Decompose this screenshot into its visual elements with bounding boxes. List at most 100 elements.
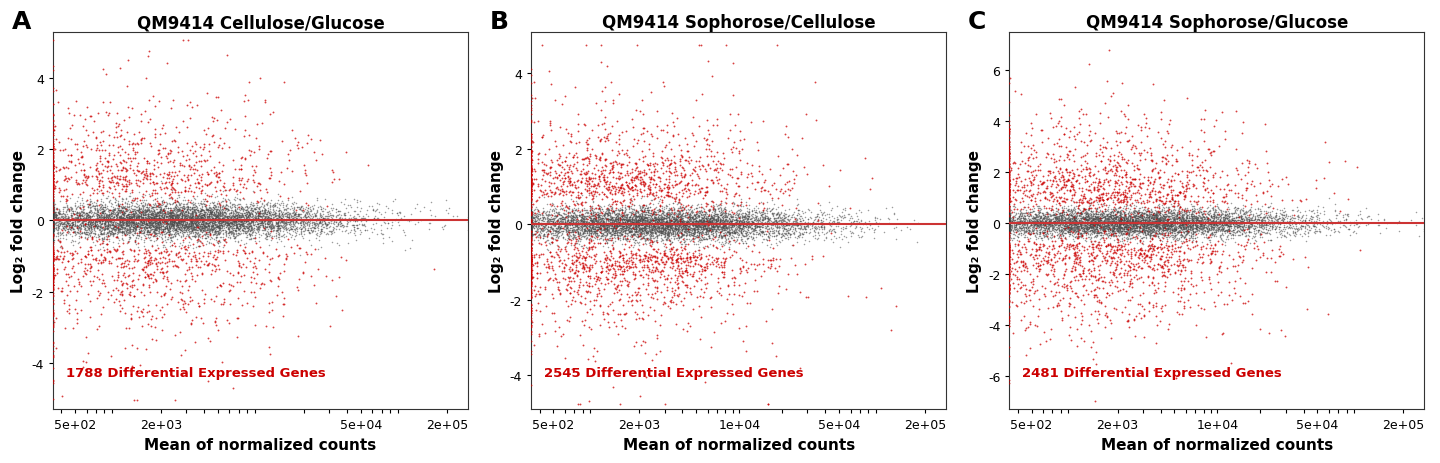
Point — [658, 219, 681, 226]
Point — [265, 220, 288, 228]
Point — [592, 174, 615, 181]
Point — [1145, 213, 1168, 220]
Point — [240, 249, 264, 256]
Point — [1171, 209, 1194, 216]
Point — [1064, 218, 1087, 225]
Point — [114, 159, 137, 166]
Point — [213, 202, 236, 210]
Point — [85, 209, 108, 217]
Point — [691, 218, 714, 225]
Point — [209, 209, 232, 216]
Point — [1045, 226, 1068, 233]
Point — [999, 265, 1022, 272]
Point — [631, 219, 654, 227]
Point — [1146, 244, 1169, 252]
Point — [520, 209, 543, 216]
Point — [720, 226, 743, 233]
Point — [1208, 219, 1231, 227]
Point — [1102, 207, 1125, 214]
Point — [79, 230, 102, 237]
Point — [547, 211, 570, 219]
Point — [1192, 243, 1215, 250]
Point — [723, 201, 746, 209]
Point — [746, 205, 769, 212]
Point — [1030, 235, 1053, 242]
Point — [678, 216, 701, 223]
Point — [1089, 158, 1112, 166]
Point — [521, 181, 544, 188]
Point — [140, 210, 163, 217]
Point — [631, 217, 654, 224]
Point — [351, 221, 374, 229]
Point — [135, 264, 158, 271]
Point — [717, 221, 740, 228]
Point — [42, 222, 65, 230]
Point — [769, 255, 792, 263]
Point — [1024, 322, 1047, 330]
Point — [1084, 222, 1107, 229]
Point — [1126, 207, 1149, 215]
Point — [42, 213, 65, 221]
Point — [1227, 222, 1250, 229]
Point — [168, 210, 192, 217]
Point — [255, 214, 278, 221]
Point — [615, 223, 638, 231]
Point — [528, 214, 552, 222]
Point — [645, 249, 668, 257]
Point — [1171, 222, 1194, 229]
Point — [520, 186, 543, 194]
Point — [1116, 232, 1139, 239]
Point — [1056, 241, 1079, 248]
Point — [1034, 194, 1057, 202]
Point — [595, 228, 618, 235]
Point — [1064, 219, 1087, 227]
Point — [177, 282, 200, 289]
Point — [327, 221, 350, 229]
Point — [226, 216, 249, 224]
Point — [877, 215, 900, 223]
Point — [639, 213, 662, 221]
Point — [747, 208, 770, 215]
Point — [537, 228, 560, 235]
Point — [675, 226, 698, 234]
Point — [1208, 225, 1231, 232]
Point — [520, 219, 543, 227]
Point — [114, 225, 137, 232]
Point — [108, 243, 131, 250]
Point — [96, 189, 120, 197]
Point — [560, 214, 583, 222]
Point — [1084, 210, 1107, 218]
Point — [158, 232, 181, 239]
Point — [177, 287, 200, 294]
Point — [1002, 221, 1025, 228]
Point — [1087, 239, 1110, 246]
Point — [567, 111, 590, 119]
Point — [1130, 225, 1153, 232]
Point — [691, 225, 714, 232]
Point — [245, 163, 268, 170]
Point — [662, 221, 685, 229]
Point — [1074, 229, 1097, 237]
Point — [144, 261, 167, 269]
Point — [649, 228, 672, 236]
Point — [680, 229, 703, 237]
Point — [1126, 234, 1149, 241]
Point — [674, 229, 697, 236]
Point — [998, 226, 1021, 233]
Point — [579, 176, 602, 184]
Point — [734, 230, 757, 237]
Point — [1292, 229, 1315, 237]
Point — [266, 225, 289, 232]
Point — [577, 265, 600, 272]
Point — [298, 212, 321, 219]
Point — [1130, 220, 1153, 227]
Point — [635, 236, 658, 244]
Point — [328, 215, 351, 223]
Point — [204, 209, 228, 217]
Point — [1084, 274, 1107, 281]
Point — [1099, 211, 1122, 219]
Point — [708, 221, 732, 228]
Point — [135, 201, 158, 208]
Point — [596, 207, 619, 215]
Point — [1028, 167, 1051, 174]
